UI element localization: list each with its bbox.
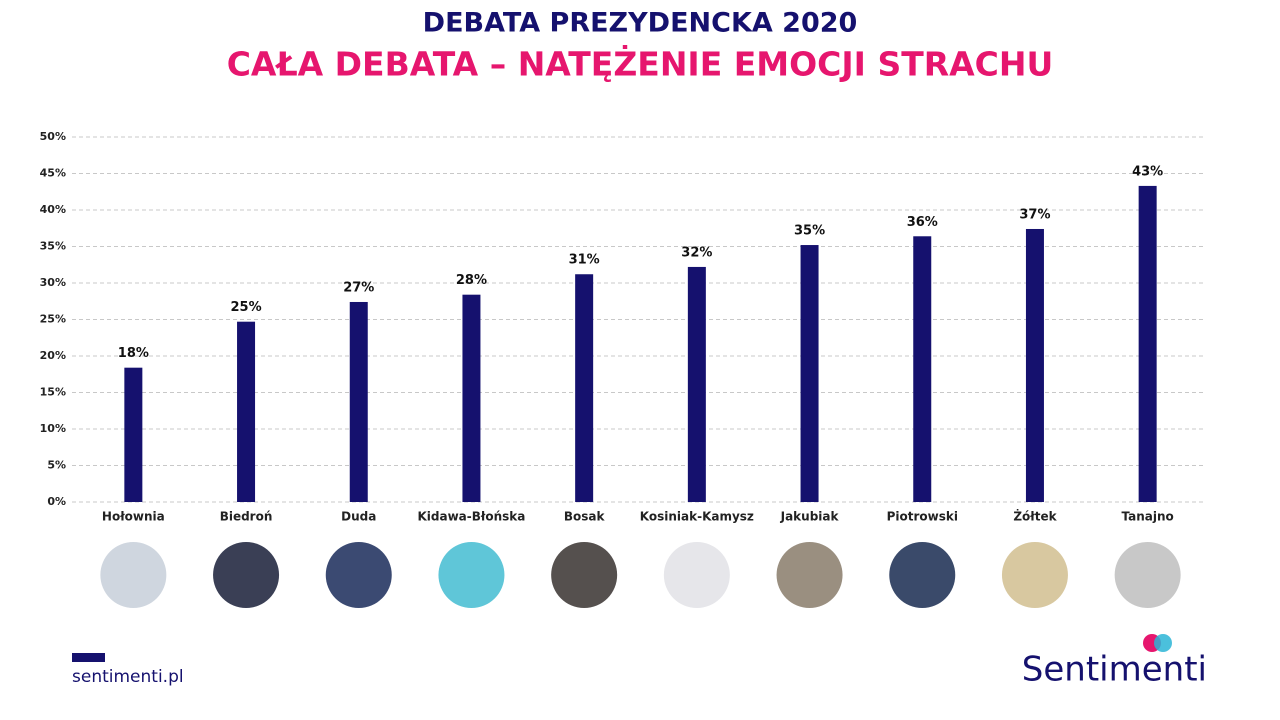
value-label: 27% — [343, 280, 374, 295]
y-tick-label: 0% — [47, 495, 66, 508]
candidate-photo — [1114, 542, 1181, 608]
y-tick-label: 30% — [40, 276, 66, 289]
value-label: 32% — [681, 245, 712, 260]
y-tick-label: 35% — [40, 240, 66, 253]
y-tick-label: 5% — [47, 459, 66, 472]
x-tick-label: Żółtek — [1013, 509, 1057, 524]
y-tick-label: 15% — [40, 386, 66, 399]
x-tick-label: Kidawa-Błońska — [418, 510, 526, 524]
bar — [687, 266, 706, 502]
candidate-photo — [776, 542, 843, 608]
x-tick-label: Piotrowski — [887, 510, 958, 524]
x-tick-label: Duda — [341, 510, 376, 524]
value-label: 28% — [456, 273, 487, 288]
y-tick-label: 45% — [40, 167, 66, 180]
x-tick-label: Hołownia — [102, 510, 165, 524]
x-tick-label: Tanajno — [1122, 510, 1174, 524]
y-tick-label: 50% — [40, 130, 66, 143]
chart-subtitle: CAŁA DEBATA – NATĘŻENIE EMOCJI STRACHU — [227, 44, 1054, 84]
x-tick-label: Jakubiak — [780, 510, 840, 524]
y-tick-label: 40% — [40, 203, 66, 216]
logo-text: Sentimenti — [1022, 650, 1207, 690]
bar — [349, 301, 368, 502]
value-label: 37% — [1019, 207, 1050, 222]
bar — [237, 321, 256, 502]
x-tick-label: Bosak — [564, 510, 606, 524]
x-tick-label: Kosiniak-Kamysz — [640, 510, 754, 524]
candidate-photo — [1001, 542, 1068, 608]
candidate-photo — [551, 542, 618, 608]
candidate-photo — [889, 542, 956, 608]
value-label: 31% — [569, 253, 600, 268]
bar — [575, 274, 594, 502]
value-label: 36% — [907, 215, 938, 230]
candidate-photo — [100, 542, 167, 608]
bar — [1138, 185, 1157, 502]
value-label: 43% — [1132, 164, 1163, 179]
bar — [124, 367, 143, 502]
y-tick-label: 20% — [40, 349, 66, 362]
bar — [913, 236, 932, 502]
y-tick-label: 10% — [40, 422, 66, 435]
footer-bar — [72, 653, 105, 662]
candidate-photo — [213, 542, 280, 608]
logo-icon — [1143, 634, 1172, 652]
y-tick-label: 25% — [40, 313, 66, 326]
value-label: 18% — [118, 346, 149, 361]
candidate-photo — [438, 542, 505, 608]
footer-website: sentimenti.pl — [72, 667, 184, 687]
value-label: 25% — [230, 300, 261, 315]
bar — [462, 294, 481, 502]
bar — [800, 245, 819, 503]
bar — [1025, 228, 1044, 503]
x-tick-label: Biedroń — [220, 510, 273, 524]
logo-head-blue — [1154, 634, 1172, 652]
candidate-photo — [325, 542, 392, 608]
value-label: 35% — [794, 224, 825, 239]
chart-title: DEBATA PREZYDENCKA 2020 — [423, 8, 858, 39]
candidate-photo — [663, 542, 730, 608]
